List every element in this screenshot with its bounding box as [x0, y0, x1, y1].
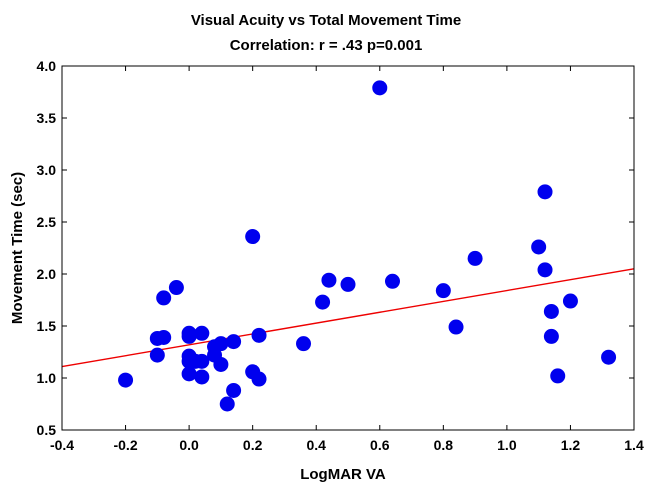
y-tick-label: 2.0 [37, 266, 57, 282]
data-point [315, 294, 331, 310]
y-axis-ticks: 0.5 1.0 1.5 2.0 2.5 3.0 3.5 4.0 [37, 58, 634, 438]
y-axis-title: Movement Time (sec) [9, 172, 26, 324]
x-tick-label: 0.2 [243, 437, 263, 453]
plot-area-frame [61, 65, 635, 431]
data-point [251, 327, 267, 343]
x-tick-label: 1.4 [624, 437, 644, 453]
x-tick-label: 0.8 [434, 437, 454, 453]
chart-subtitle: Correlation: r = .43 p=0.001 [230, 37, 423, 54]
data-point [181, 366, 197, 382]
x-tick-label: 0.6 [370, 437, 390, 453]
data-point [435, 283, 451, 299]
data-point [384, 273, 400, 289]
data-point [156, 290, 172, 306]
y-tick-label: 0.5 [37, 422, 57, 438]
x-tick-label: 0.0 [179, 437, 199, 453]
data-point [194, 369, 210, 385]
data-point [181, 328, 197, 344]
data-point [537, 184, 553, 200]
data-point [562, 293, 578, 309]
data-point [340, 276, 356, 292]
data-point [467, 250, 483, 266]
data-point [537, 262, 553, 278]
data-point [118, 372, 134, 388]
data-point [156, 329, 172, 345]
x-tick-label: -0.2 [113, 437, 137, 453]
y-tick-label: 2.5 [37, 214, 57, 230]
data-point [219, 396, 235, 412]
chart-title: Visual Acuity vs Total Movement Time [191, 12, 461, 29]
y-tick-label: 3.0 [37, 162, 57, 178]
data-point [372, 80, 388, 96]
data-point [213, 356, 229, 372]
data-point [194, 325, 210, 341]
data-point [226, 334, 242, 350]
data-point [251, 371, 267, 387]
data-point [601, 349, 617, 365]
y-tick-label: 4.0 [37, 58, 57, 74]
x-tick-label: -0.4 [50, 437, 74, 453]
y-tick-label: 1.0 [37, 370, 57, 386]
data-point [194, 353, 210, 369]
data-point [168, 280, 184, 296]
data-points [118, 80, 617, 412]
data-point [448, 319, 464, 335]
data-point [226, 382, 242, 398]
data-point [245, 229, 261, 245]
data-point [543, 303, 559, 319]
data-point [531, 239, 547, 255]
x-axis-ticks: -0.4 -0.2 0.0 0.2 0.4 0.6 0.8 1.0 1.2 1.4 [50, 66, 644, 453]
x-tick-label: 0.4 [306, 437, 326, 453]
x-tick-label: 1.0 [497, 437, 517, 453]
data-point [550, 368, 566, 384]
y-tick-label: 3.5 [37, 110, 57, 126]
data-point [213, 336, 229, 352]
data-point [296, 336, 312, 352]
data-point [543, 328, 559, 344]
y-tick-label: 1.5 [37, 318, 57, 334]
x-axis-title: LogMAR VA [300, 466, 386, 482]
data-point [321, 272, 337, 288]
data-point [149, 347, 165, 363]
x-tick-label: 1.2 [561, 437, 581, 453]
